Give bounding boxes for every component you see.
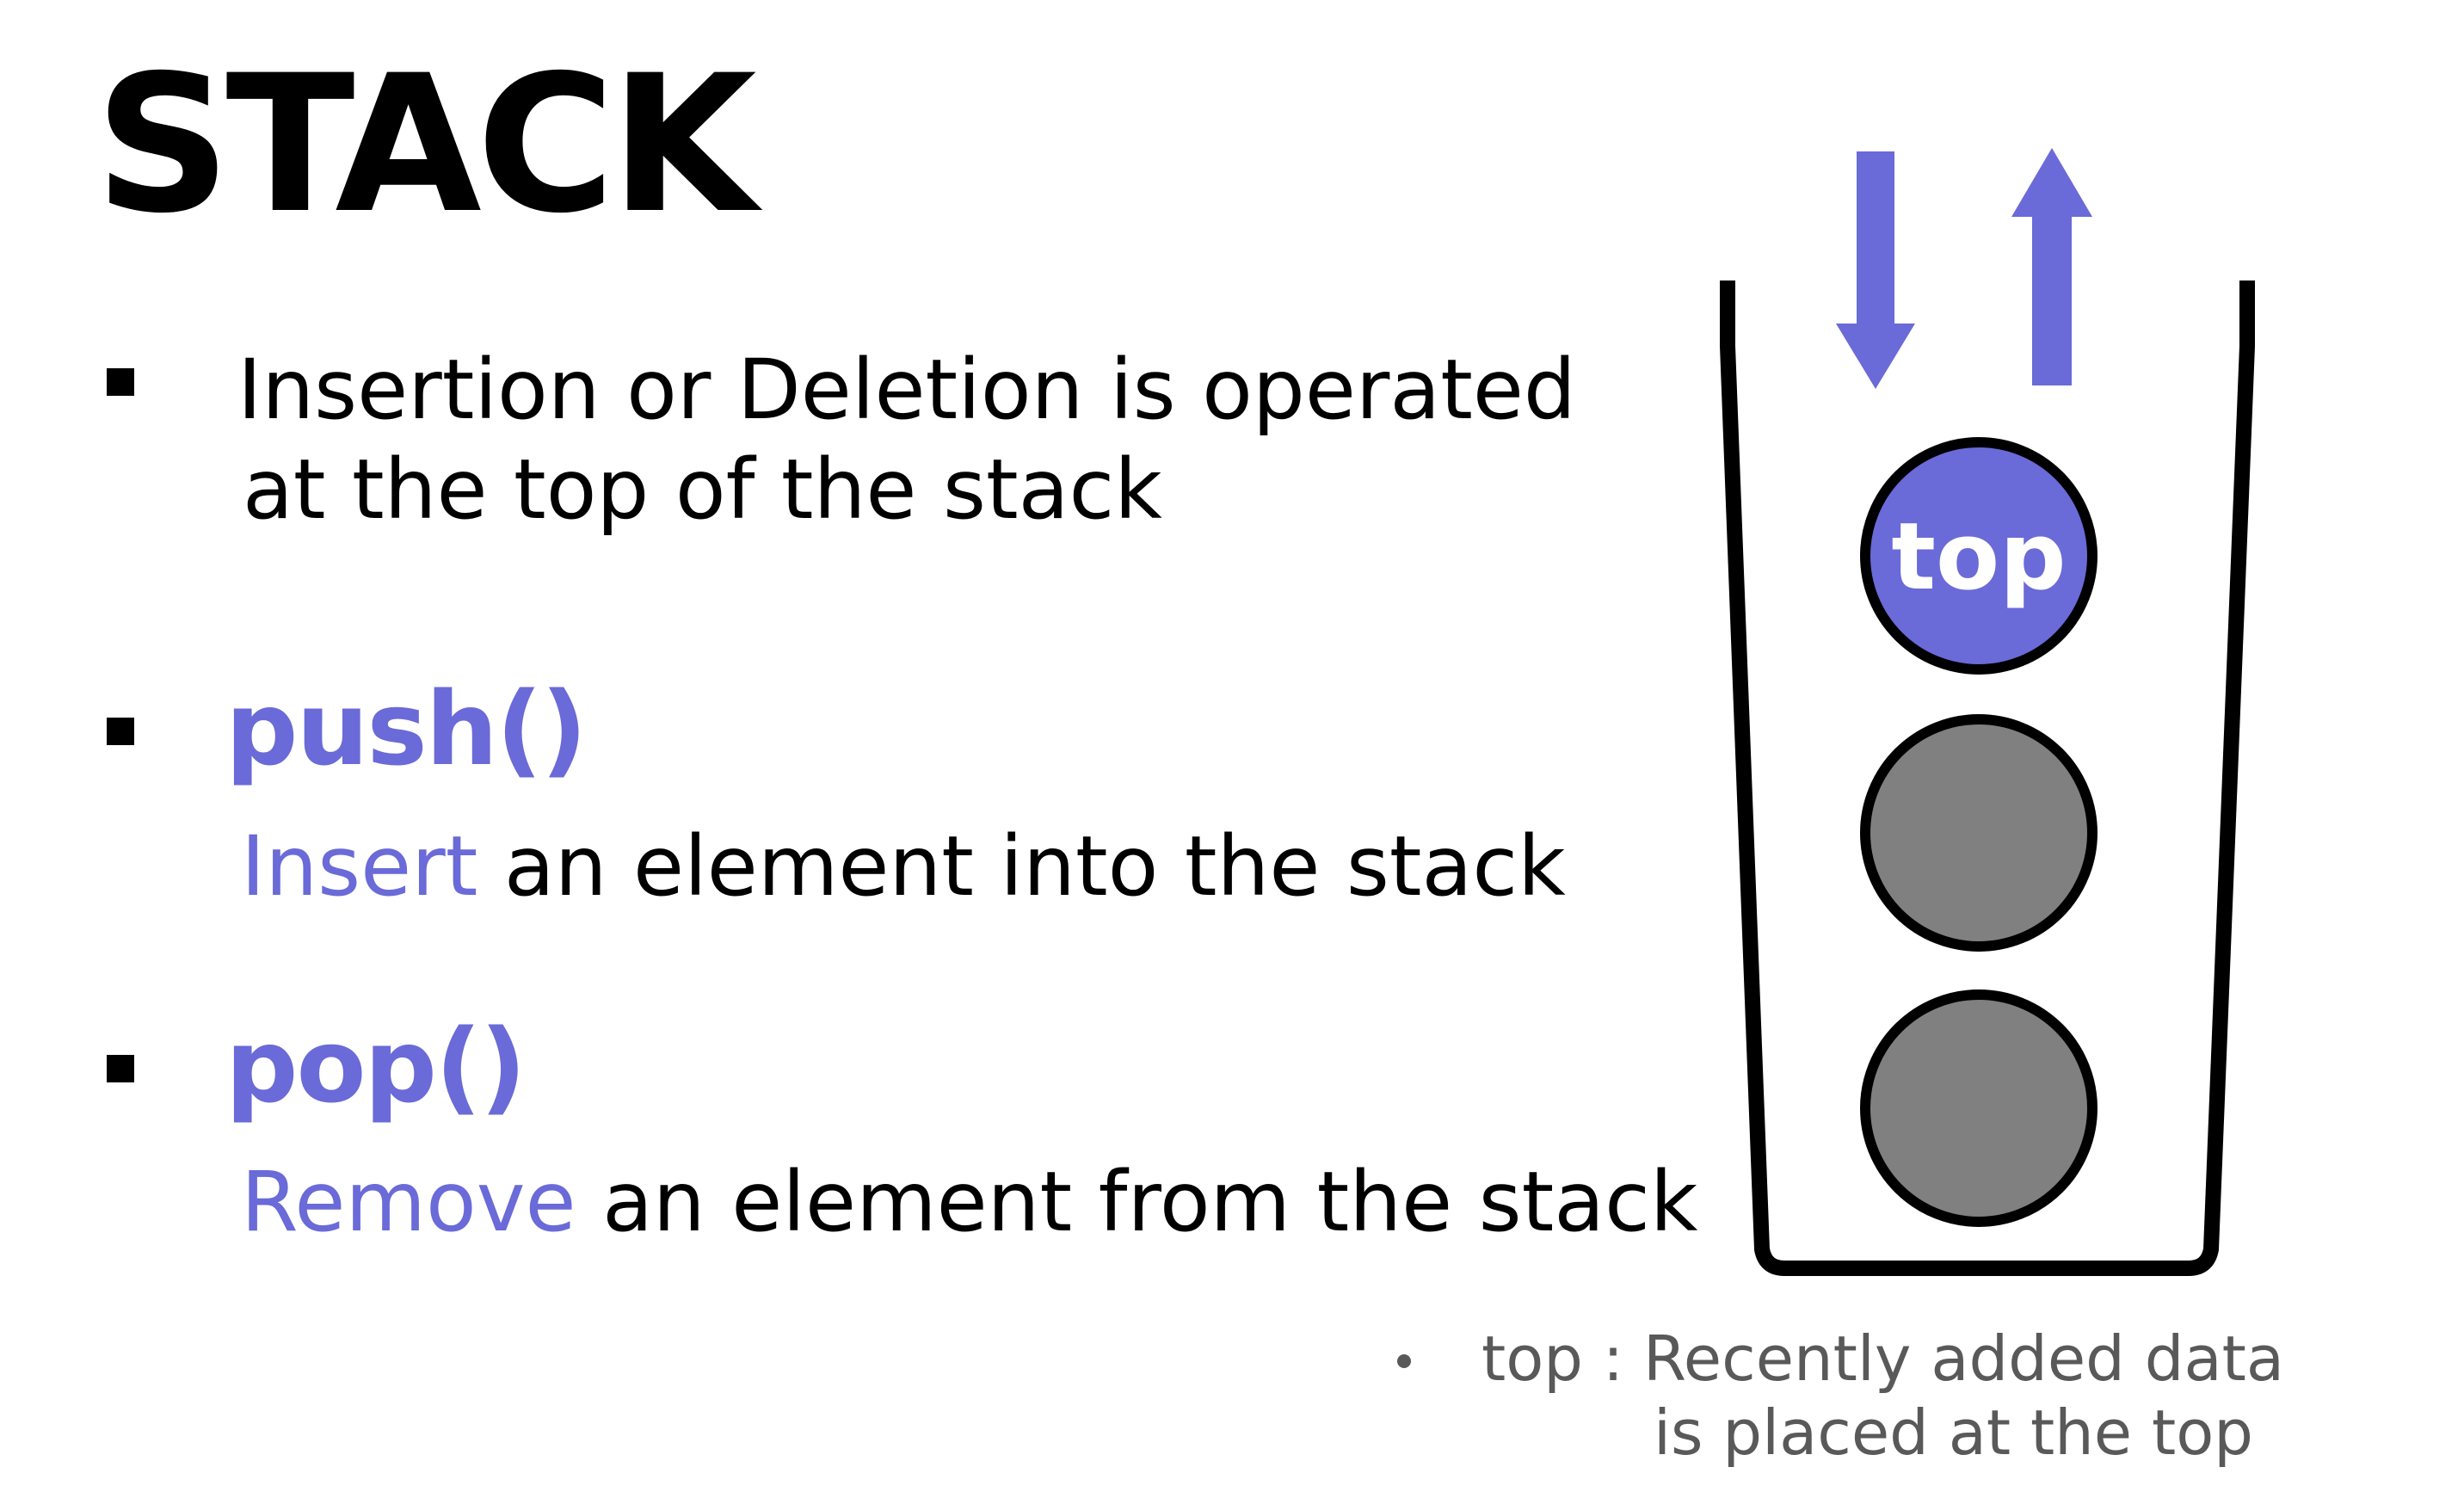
bullet-marker <box>107 1055 134 1082</box>
stack-element <box>1860 714 2097 952</box>
push-method-name: push() <box>225 669 588 788</box>
note-bullet <box>1397 1354 1411 1368</box>
pop-highlight: Remove <box>241 1154 576 1250</box>
bullet-marker <box>107 368 134 396</box>
pop-rest: an element from the stack <box>576 1154 1698 1250</box>
description-line-2: at the top of the stack <box>243 441 1162 538</box>
stack-container <box>1720 280 2255 1276</box>
description-line-1: Insertion or Deletion is operated <box>237 342 1576 438</box>
push-rest: an element into the stack <box>477 818 1566 915</box>
bullet-marker <box>107 718 134 745</box>
stack-element <box>1860 989 2097 1227</box>
page-title: STACK <box>95 34 757 255</box>
pop-arrow-icon <box>2011 148 2092 385</box>
push-description: Insert an element into the stack <box>241 819 1566 914</box>
top-element-label: top <box>1891 503 2066 611</box>
pop-description: Remove an element from the stack <box>241 1155 1698 1249</box>
note-line-1: top : Recently added data <box>1481 1322 2284 1395</box>
pop-method-name: pop() <box>225 1007 527 1125</box>
push-arrow-icon <box>1836 151 1915 389</box>
push-highlight: Insert <box>241 818 478 915</box>
note-line-2: is placed at the top <box>1654 1396 2253 1469</box>
stack-element-top <box>1860 437 2097 675</box>
